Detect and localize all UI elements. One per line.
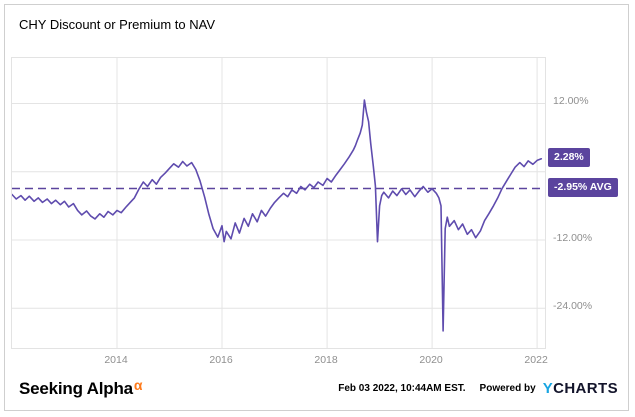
chart-card: CHY Discount or Premium to NAV 12.00% -12… <box>4 4 629 411</box>
seeking-alpha-logo[interactable]: Seeking Alphaα <box>19 377 143 399</box>
x-axis-tick-label: 2018 <box>314 354 338 366</box>
y-axis-tick-label: -12.00% <box>553 231 593 244</box>
alpha-icon: α <box>133 377 143 393</box>
x-axis-tick-label: 2022 <box>524 354 548 366</box>
x-axis-tick-label: 2014 <box>104 354 128 366</box>
footer-meta: Feb 03 2022, 10:44AM EST. Powered by YCH… <box>338 380 618 397</box>
x-axis-tick-label: 2020 <box>419 354 443 366</box>
chart-title: CHY Discount or Premium to NAV <box>19 17 216 32</box>
x-axis-tick-label: 2016 <box>209 354 233 366</box>
current-value-badge: 2.28% <box>548 147 590 168</box>
ycharts-y-icon: Y <box>542 379 554 397</box>
average-value-badge: -2.95% AVG <box>548 177 618 198</box>
y-axis-tick-label: -24.00% <box>553 300 593 313</box>
y-axis-tick-label: 12.00% <box>553 95 589 108</box>
chart-footer: Seeking Alphaα Feb 03 2022, 10:44AM EST.… <box>19 376 618 400</box>
series-line <box>12 99 543 332</box>
ycharts-wordmark: CHARTS <box>553 379 618 397</box>
seeking-alpha-wordmark: Seeking Alpha <box>19 379 133 398</box>
powered-by-label: Powered by <box>479 382 536 394</box>
discount-premium-line-chart <box>12 58 545 348</box>
ycharts-logo[interactable]: YCHARTS <box>543 380 618 397</box>
plot-area <box>11 57 546 349</box>
chart-timestamp: Feb 03 2022, 10:44AM EST. <box>338 382 466 394</box>
